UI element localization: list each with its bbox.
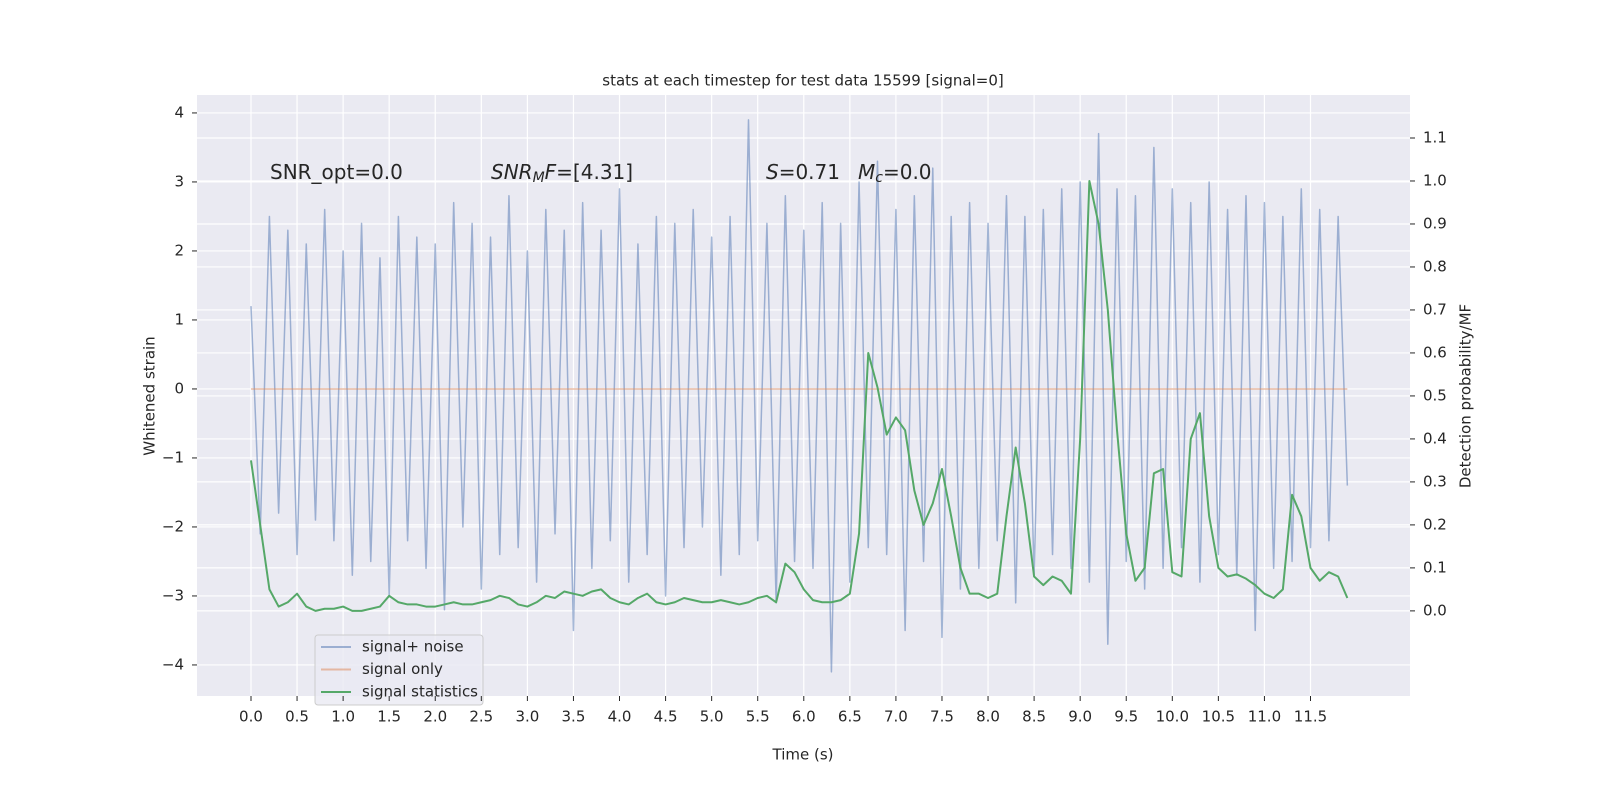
legend-label: signal statistics bbox=[362, 683, 478, 701]
x-tick-label: 3.0 bbox=[515, 708, 539, 726]
legend-label: signal+ noise bbox=[362, 638, 464, 656]
x-tick-label: 4.0 bbox=[608, 708, 632, 726]
y2-tick-label: 0.0 bbox=[1423, 601, 1447, 619]
y2-tick-label: 1.0 bbox=[1423, 171, 1447, 189]
x-tick-label: 10.0 bbox=[1156, 708, 1189, 726]
annotation-part: M bbox=[533, 170, 545, 186]
y2-tick-label: 0.6 bbox=[1423, 343, 1447, 361]
annotation: Mc=0.0 bbox=[858, 160, 932, 187]
y2-tick-label: 0.9 bbox=[1423, 214, 1447, 232]
x-axis-label: Time (s) bbox=[772, 746, 834, 764]
annotation-part: =0.0 bbox=[883, 160, 932, 184]
y2-tick-label: 0.7 bbox=[1423, 300, 1447, 318]
x-tick-label: 3.5 bbox=[562, 708, 586, 726]
y-tick-label: 4 bbox=[174, 103, 184, 121]
y2-tick-label: 0.3 bbox=[1423, 472, 1447, 490]
x-tick-label: 4.5 bbox=[654, 708, 678, 726]
annotation-part: SNR bbox=[491, 160, 533, 184]
annotation: SNRMF=[4.31] bbox=[491, 160, 633, 187]
x-tick-label: 5.5 bbox=[746, 708, 770, 726]
annotation-part: S bbox=[766, 160, 779, 184]
annotation-part: M bbox=[858, 160, 875, 184]
y-tick-label: 0 bbox=[174, 379, 184, 397]
y2-axis-label: Detection probability/MF bbox=[1457, 304, 1475, 488]
series-line bbox=[250, 179, 1349, 612]
x-tick-label: 5.0 bbox=[700, 708, 724, 726]
x-tick-label: 2.0 bbox=[423, 708, 447, 726]
y-tick-label: 2 bbox=[174, 241, 184, 259]
chart-title: stats at each timestep for test data 155… bbox=[602, 72, 1003, 90]
y-axis-label: Whitened strain bbox=[141, 336, 159, 455]
y-tick-label: −4 bbox=[162, 655, 184, 673]
annotations: SNR_opt=0.0 SNRMF=[4.31] S=0.71 Mc=0.0 bbox=[270, 160, 932, 187]
y-tick-label: −3 bbox=[162, 586, 184, 604]
legend-box bbox=[314, 634, 484, 706]
x-tick-label: 6.5 bbox=[838, 708, 862, 726]
y2-tick-label: 0.5 bbox=[1423, 386, 1447, 404]
x-tick-label: 7.0 bbox=[884, 708, 908, 726]
x-tick-label: 9.0 bbox=[1068, 708, 1092, 726]
x-tick-label: 0.5 bbox=[285, 708, 309, 726]
x-tick-label: 1.5 bbox=[377, 708, 401, 726]
marks bbox=[250, 119, 1349, 673]
y2-tick-label: 1.1 bbox=[1423, 128, 1447, 146]
y-tick-label: −1 bbox=[162, 448, 184, 466]
legend: signal+ noise signal only signal statistic… bbox=[314, 634, 484, 706]
annotation-part: F bbox=[545, 160, 557, 184]
legend-label: signal only bbox=[362, 660, 443, 678]
x-tick-label: 6.0 bbox=[792, 708, 816, 726]
y-tick-label: 1 bbox=[174, 310, 184, 328]
x-tick-label: 7.5 bbox=[930, 708, 954, 726]
x-tick-label: 0.0 bbox=[239, 708, 263, 726]
y-tick-label: −2 bbox=[162, 517, 184, 535]
y2-tick-label: 0.8 bbox=[1423, 257, 1447, 275]
x-tick-label: 11.5 bbox=[1294, 708, 1327, 726]
y2-tick-label: 0.1 bbox=[1423, 558, 1447, 576]
annotation-part: =[4.31] bbox=[556, 160, 633, 184]
annotation: SNR_opt=0.0 bbox=[270, 160, 403, 184]
x-tick-label: 2.5 bbox=[469, 708, 493, 726]
y2-tick-label: 0.4 bbox=[1423, 429, 1447, 447]
annotation-part: c bbox=[875, 170, 883, 186]
annotation: S=0.71 bbox=[766, 160, 840, 184]
annotation-part: SNR_opt=0.0 bbox=[270, 160, 403, 184]
x-tick-label: 9.5 bbox=[1114, 708, 1138, 726]
x-tick-label: 11.0 bbox=[1248, 708, 1281, 726]
y2-tick-label: 0.2 bbox=[1423, 515, 1447, 533]
annotation-part: =0.71 bbox=[779, 160, 840, 184]
y-tick-label: 3 bbox=[174, 172, 184, 190]
x-tick-label: 8.0 bbox=[976, 708, 1000, 726]
x-tick-label: 1.0 bbox=[331, 708, 355, 726]
series-line bbox=[250, 119, 1349, 673]
x-tick-label: 8.5 bbox=[1022, 708, 1046, 726]
x-tick-label: 10.5 bbox=[1202, 708, 1235, 726]
